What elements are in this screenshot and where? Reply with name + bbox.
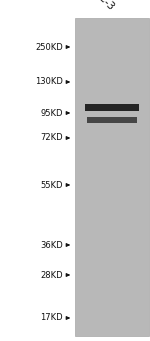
- Text: 55KD: 55KD: [40, 180, 63, 190]
- Text: 72KD: 72KD: [40, 133, 63, 143]
- Bar: [75, 18, 149, 336]
- Text: 130KD: 130KD: [35, 77, 63, 87]
- Text: 95KD: 95KD: [40, 108, 63, 118]
- Text: 17KD: 17KD: [40, 313, 63, 323]
- Text: 250KD: 250KD: [35, 43, 63, 51]
- Text: PC-3: PC-3: [91, 0, 115, 12]
- Text: 28KD: 28KD: [40, 270, 63, 280]
- Bar: [85, 104, 139, 110]
- Bar: [87, 117, 137, 123]
- Text: 36KD: 36KD: [40, 240, 63, 250]
